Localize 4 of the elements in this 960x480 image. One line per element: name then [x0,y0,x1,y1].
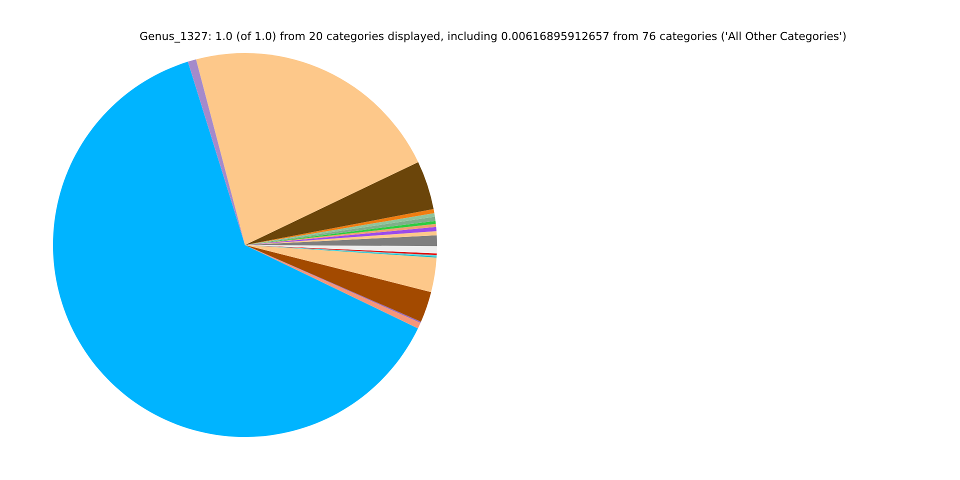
text: Genus_1327: 1.0 (of 1.0) from 20 categories displayed, including 0.00616895912657 from 76 categories ('All Other Categories') [140,30,846,43]
pie-slice [245,162,434,245]
pie-slice [53,62,418,437]
pie-slice [188,59,245,245]
